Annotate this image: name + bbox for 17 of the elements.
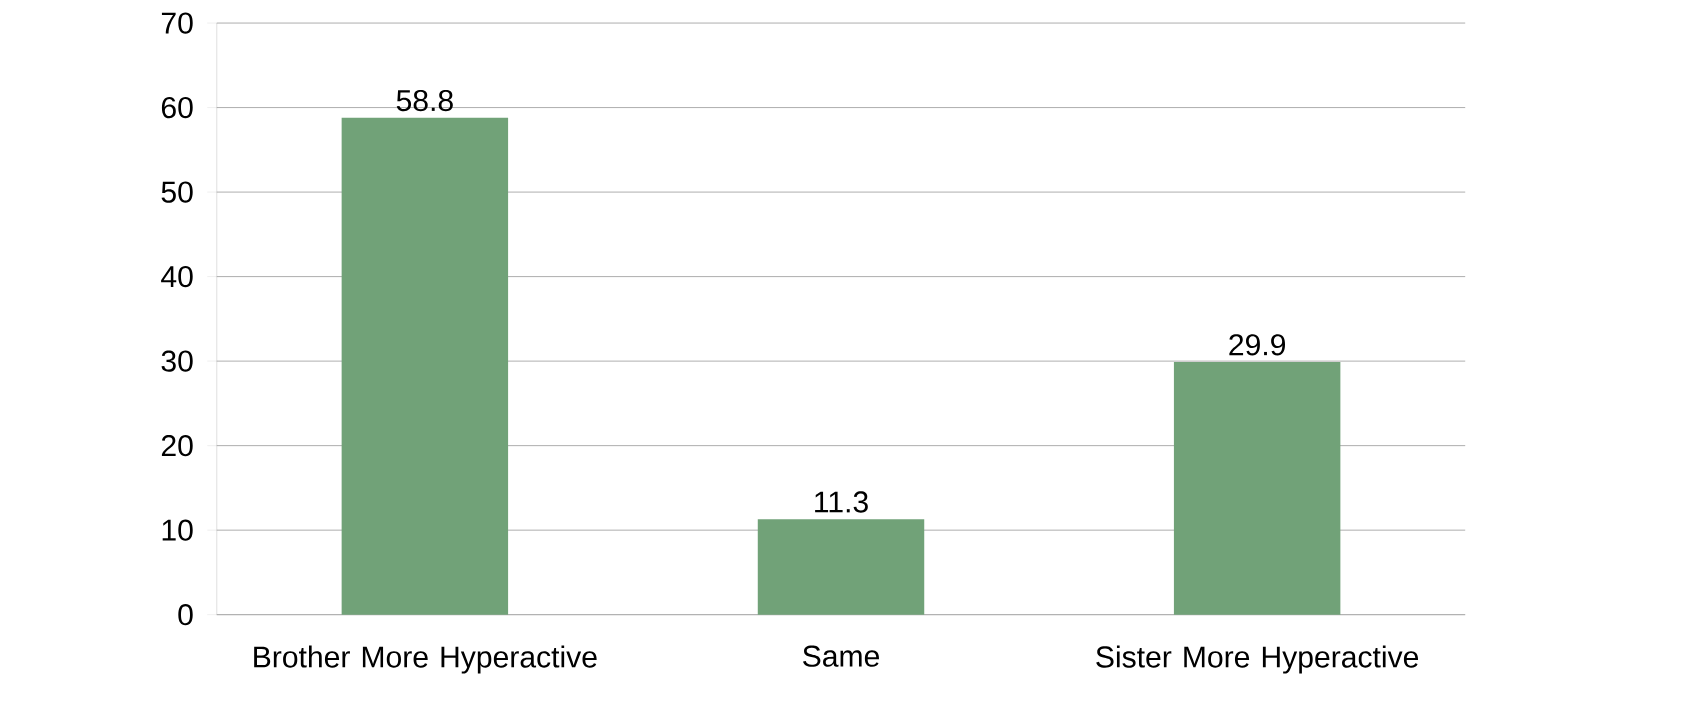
data-label: 11.3	[815, 491, 868, 513]
x-tick-label: Brother More Hyperactive	[254, 645, 597, 674]
data-label: 29.9	[1229, 334, 1286, 356]
y-tick-label: 50	[161, 181, 193, 203]
data-label: 58.8	[396, 89, 453, 112]
y-tick-label: 70	[161, 12, 193, 34]
y-tick-label: 10	[162, 519, 193, 541]
y-tick-label: 20	[161, 434, 193, 457]
bar	[1173, 361, 1341, 615]
bar	[757, 519, 925, 615]
y-tick-label: 60	[161, 96, 193, 119]
x-tick-label: Sister More Hyperactive	[1096, 645, 1419, 674]
bar	[341, 117, 509, 615]
y-tick-label: 40	[161, 265, 193, 288]
x-tick-label: Same	[803, 645, 879, 667]
y-tick-label: 30	[161, 350, 193, 372]
y-tick-label: 0	[178, 604, 193, 626]
